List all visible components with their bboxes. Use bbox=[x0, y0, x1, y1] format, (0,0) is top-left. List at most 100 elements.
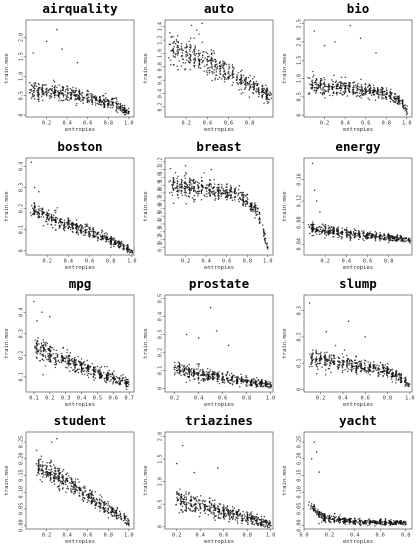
scatter-point bbox=[258, 217, 261, 220]
scatter-point bbox=[121, 242, 123, 244]
scatter-point bbox=[68, 225, 71, 228]
scatter-point bbox=[350, 359, 353, 362]
scatter-point bbox=[174, 364, 176, 367]
scatter-point bbox=[182, 365, 185, 367]
scatter-point bbox=[236, 81, 238, 84]
scatter-point bbox=[228, 374, 231, 376]
scatter-point bbox=[222, 378, 225, 381]
scatter-point bbox=[258, 213, 261, 216]
y-tick-label: 1.5 bbox=[19, 52, 25, 61]
scatter-point bbox=[67, 360, 70, 363]
scatter-point bbox=[206, 71, 208, 74]
scatter-point bbox=[310, 223, 313, 226]
scatter-point bbox=[56, 94, 58, 96]
scatter-point bbox=[197, 67, 200, 69]
scatter-point bbox=[400, 374, 402, 377]
scatter-point bbox=[74, 356, 76, 359]
scatter-point bbox=[106, 236, 109, 238]
scatter-point bbox=[359, 236, 362, 238]
scatter-point bbox=[33, 88, 36, 90]
scatter-point bbox=[49, 87, 52, 90]
scatter-point bbox=[244, 83, 247, 86]
scatter-point bbox=[395, 99, 397, 101]
scatter-point bbox=[258, 216, 261, 219]
scatter-point bbox=[198, 363, 200, 365]
scatter-point bbox=[378, 93, 380, 95]
scatter-point bbox=[379, 361, 382, 364]
scatter-point bbox=[66, 94, 68, 97]
scatter-point bbox=[208, 375, 210, 378]
scatter-point bbox=[268, 101, 270, 103]
scatter-point bbox=[46, 216, 49, 218]
y-tick-label: 0.4 bbox=[158, 312, 164, 321]
scatter-point bbox=[264, 240, 266, 242]
scatter-point bbox=[311, 234, 313, 237]
scatter-point bbox=[267, 248, 269, 250]
scatter-point bbox=[399, 102, 401, 105]
scatter-point bbox=[85, 367, 87, 369]
scatter-point bbox=[41, 87, 44, 89]
scatter-point bbox=[214, 195, 217, 198]
scatter-point bbox=[348, 364, 350, 366]
scatter-point bbox=[345, 84, 348, 87]
scatter-point bbox=[315, 92, 317, 94]
scatter-point bbox=[173, 373, 176, 376]
scatter-point bbox=[199, 369, 202, 371]
scatter-point bbox=[327, 229, 329, 231]
scatter-point bbox=[248, 96, 251, 98]
scatter-point bbox=[184, 374, 186, 377]
scatter-point bbox=[263, 382, 265, 385]
scatter-point bbox=[95, 235, 97, 237]
scatter-point bbox=[211, 372, 214, 375]
scatter-point bbox=[122, 245, 125, 247]
scatter-point bbox=[207, 192, 210, 194]
scatter-point bbox=[189, 184, 191, 186]
panel-mpg: mpg 0.1 0.2 0.3 0.4 0.5 0.6 0.7 0.1 0.2 0.3 0.4 entr… bbox=[0, 275, 138, 412]
scatter-point bbox=[336, 94, 338, 96]
scatter-point bbox=[127, 380, 130, 383]
scatter-point bbox=[46, 92, 48, 94]
scatter-point bbox=[85, 224, 88, 226]
scatter-point bbox=[35, 348, 38, 350]
scatter-point bbox=[243, 380, 245, 382]
scatter-point bbox=[207, 187, 209, 189]
scatter-point bbox=[79, 360, 82, 363]
scatter-point bbox=[333, 360, 336, 362]
scatter-point bbox=[245, 77, 247, 79]
scatter-point bbox=[377, 374, 379, 377]
scatter-point bbox=[82, 234, 85, 236]
scatter-point bbox=[308, 302, 311, 304]
scatter-point bbox=[69, 87, 72, 90]
y-tick-label: 0.2 bbox=[297, 332, 303, 341]
scatter-point bbox=[33, 186, 36, 189]
scatter-point bbox=[240, 74, 242, 77]
scatter-point bbox=[70, 89, 73, 92]
scatter-point bbox=[121, 104, 124, 107]
scatter-point bbox=[366, 370, 369, 372]
scatter-point bbox=[205, 184, 208, 186]
scatter-point bbox=[223, 70, 225, 73]
scatter-point bbox=[240, 382, 243, 385]
x-tick-label: 0.4 bbox=[62, 121, 71, 127]
scatter-point bbox=[245, 81, 247, 84]
scatter-point bbox=[362, 92, 365, 95]
scatter-point bbox=[337, 233, 339, 235]
scatter-point bbox=[367, 372, 370, 374]
scatter-point bbox=[74, 367, 76, 369]
scatter-point bbox=[363, 230, 365, 232]
scatter-point bbox=[344, 229, 346, 231]
scatter-point bbox=[196, 190, 199, 193]
scatter-point bbox=[120, 375, 122, 377]
scatter-point bbox=[319, 352, 321, 355]
scatter-point bbox=[265, 95, 267, 98]
scatter-point bbox=[332, 83, 334, 85]
y-tick-label: 0.2 bbox=[19, 204, 25, 213]
scatter-point bbox=[103, 232, 106, 235]
scatter-point bbox=[210, 52, 213, 54]
scatter-point bbox=[265, 88, 268, 91]
scatter-point bbox=[193, 66, 195, 68]
x-tick-label: 1.0 bbox=[402, 121, 411, 127]
scatter-point bbox=[89, 93, 91, 95]
scatter-point bbox=[110, 375, 112, 378]
scatter-point bbox=[190, 187, 193, 190]
